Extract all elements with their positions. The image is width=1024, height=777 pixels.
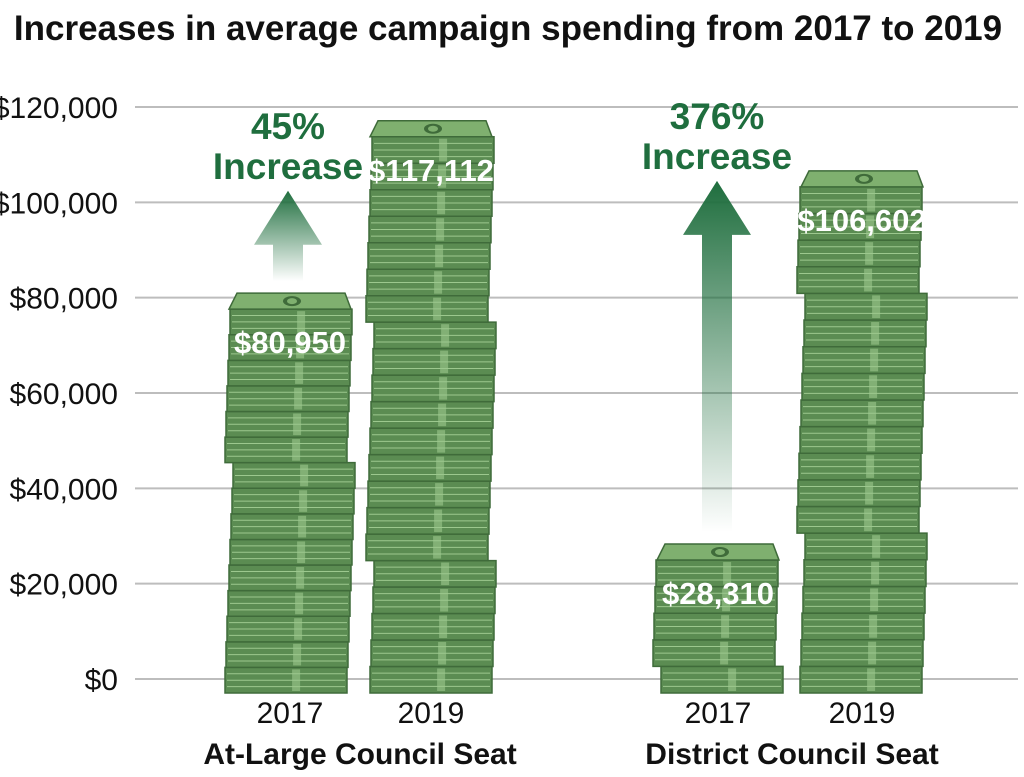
bill-band	[434, 271, 443, 294]
bill-band	[294, 387, 303, 410]
bill-band	[439, 615, 448, 639]
bill-band	[297, 311, 306, 333]
bill-band	[297, 541, 306, 564]
bars: $80,950 $117,112 $28,310 $106,602	[224, 120, 928, 694]
x-axis-labels: 2017 2019 At-Large Council Seat 2017 2019 Dis…	[203, 697, 938, 771]
bill-band	[872, 535, 881, 558]
bill-band	[433, 297, 442, 321]
bill-band	[433, 536, 442, 559]
bill-band	[870, 588, 879, 612]
money-stack: $117,112	[365, 120, 497, 694]
bar-value-label: $117,112	[368, 153, 494, 188]
bill-band	[865, 242, 874, 265]
bill-band	[864, 508, 873, 532]
bill-band	[292, 439, 301, 461]
bill-band	[438, 642, 447, 665]
bill-band	[869, 375, 878, 398]
bill-band	[435, 483, 444, 506]
increase-percent: 45%	[251, 106, 325, 147]
bill-band	[438, 165, 447, 188]
bill-band	[871, 561, 880, 585]
bill-band	[721, 615, 730, 638]
bill-band	[437, 191, 446, 215]
group-label: District Council Seat	[645, 738, 938, 771]
x-year-label: 2019	[829, 697, 896, 730]
bill-band	[441, 324, 450, 347]
bar-value-label: $106,602	[797, 203, 926, 238]
bill-band	[293, 643, 302, 666]
y-tick-label: $120,000	[0, 92, 118, 125]
bill-band	[866, 455, 875, 478]
bill-band	[867, 188, 876, 212]
dollar-seal-inner	[287, 298, 297, 305]
y-tick-label: $60,000	[10, 378, 118, 411]
bill-band	[440, 350, 449, 374]
money-stack: $28,310	[652, 543, 784, 694]
chart-title: Increases in average campaign spending f…	[14, 9, 1002, 48]
bill-band	[867, 428, 876, 452]
bill-band	[865, 481, 874, 505]
bill-band	[866, 215, 875, 239]
group-label: At-Large Council Seat	[203, 738, 516, 771]
bar-value-label: $80,950	[234, 325, 346, 360]
bill-band	[440, 589, 449, 612]
bill-band	[437, 430, 446, 453]
increase-word: Increase	[213, 146, 363, 187]
bill-band	[870, 348, 879, 372]
bill-band	[299, 490, 308, 512]
dollar-seal-inner	[715, 549, 725, 556]
bill-band	[300, 464, 309, 487]
bar-value-label: $28,310	[662, 576, 774, 611]
bill-band	[723, 562, 732, 585]
bill-band	[868, 401, 877, 425]
y-tick-label: $100,000	[0, 187, 118, 220]
bill-band	[869, 615, 878, 638]
bill-band	[437, 668, 446, 691]
bill-band	[864, 268, 873, 292]
bill-band	[295, 362, 304, 384]
bill-band	[295, 592, 304, 615]
bill-band	[441, 562, 450, 586]
x-year-label: 2017	[257, 697, 324, 730]
bill-band	[728, 668, 737, 691]
bill-band	[436, 218, 445, 241]
bill-band	[434, 509, 443, 533]
bill-band	[294, 618, 303, 640]
bill-band	[439, 377, 448, 400]
increase-arrow	[254, 190, 322, 282]
bill-band	[438, 403, 447, 427]
dollar-seal-inner	[859, 175, 869, 182]
y-tick-label: $20,000	[10, 569, 118, 602]
dollar-seal-inner	[428, 125, 438, 132]
bill-band	[296, 336, 305, 359]
bill-band	[439, 138, 448, 162]
bill-band	[296, 567, 305, 589]
bill-band	[868, 641, 877, 665]
y-tick-label: $0	[85, 664, 118, 697]
bill-band	[720, 641, 729, 665]
bill-band	[872, 295, 881, 319]
bill-band	[293, 413, 302, 436]
money-stack: $80,950	[224, 292, 356, 694]
bill-band	[867, 668, 876, 691]
x-year-label: 2017	[685, 697, 752, 730]
bill-band	[435, 244, 444, 268]
y-tick-label: $80,000	[10, 283, 118, 316]
x-year-label: 2019	[398, 697, 465, 730]
y-tick-label: $40,000	[10, 473, 118, 506]
increase-percent: 376%	[670, 96, 765, 137]
bill-band	[292, 669, 301, 691]
bill-band	[722, 588, 731, 612]
bill-band	[871, 322, 880, 345]
y-axis: $0 $20,000 $40,000 $60,000 $80,000 $100,000 $1…	[0, 92, 118, 697]
bill-band	[298, 515, 307, 538]
increase-arrow	[683, 180, 751, 533]
bill-band	[436, 456, 445, 480]
money-stack: $106,602	[796, 170, 928, 694]
increase-word: Increase	[642, 136, 792, 177]
